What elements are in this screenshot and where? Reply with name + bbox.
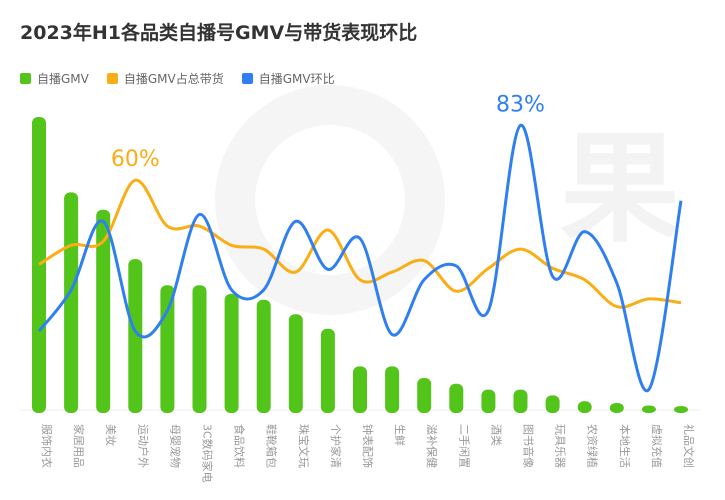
legend-label: 自播GMV [37,72,89,86]
x-tick-label: 母婴宠物 [168,424,182,468]
legend-item-gmv[interactable]: 自播GMV [20,70,89,87]
bar [674,406,688,413]
watermark-logo [215,85,445,315]
legend-swatch [20,73,31,84]
legend-swatch [241,73,253,84]
x-tick-label: 玩具乐器 [554,424,567,468]
x-tick-label: 虚拟充值 [650,424,664,468]
legend-item-share[interactable]: 自播GMV占总带货 [106,70,224,87]
x-tick-label: 滋补保健 [425,424,439,468]
x-tick-label: 鞋靴箱包 [265,424,279,468]
bar [288,314,303,413]
bar [224,293,239,413]
legend-swatch [106,73,118,84]
x-tick-label: 礼品文创 [682,424,696,468]
x-tick-label: 珠宝文玩 [297,424,311,468]
x-tick-label: 食品饮料 [233,424,247,468]
bar [609,402,624,413]
data-label: 60% [111,147,160,172]
x-tick-label: 本地生活 [618,424,632,468]
bar [128,259,143,413]
bar [577,401,592,413]
share-line [38,178,682,309]
x-tick-label: 二手闲置 [457,424,471,468]
x-tick-label: 图书音像 [522,424,536,468]
x-tick-label: 钟表配饰 [361,424,375,468]
legend-label: 自播GMV占总带货 [123,72,224,86]
bar [449,383,464,413]
x-tick-label: 生鲜 [393,424,407,446]
bar [513,389,528,413]
x-tick-label: 个护家清 [329,424,343,468]
bar [641,405,656,413]
legend-label: 自播GMV环比 [258,72,335,86]
bar [192,285,207,413]
bar [417,378,432,413]
x-tick-label: 农资绿植 [586,424,600,468]
mom-line [37,123,683,393]
bar [320,328,335,413]
legend: 自播GMV 自播GMV占总带货 自播GMV环比 [20,70,335,87]
bar [353,366,367,413]
bar [256,299,271,413]
chart-title: 2023年H1各品类自播号GMV与带货表现环比 [20,22,418,44]
bar [32,117,46,413]
x-tick-label: 运动户外 [136,424,150,468]
bar [385,366,400,413]
bar [96,209,111,413]
bar [545,395,560,413]
bar [160,285,175,413]
x-tick-label: 服饰内衣 [40,424,54,468]
data-label: 83% [496,92,545,117]
bar [64,192,79,413]
x-tick-label: 3C数码家电 [201,424,215,483]
x-tick-label: 酒类 [489,424,503,446]
x-tick-label: 美妆 [104,424,117,446]
bar [481,389,496,413]
x-tick-label: 家居用品 [72,424,86,468]
legend-item-mom[interactable]: 自播GMV环比 [241,70,335,87]
